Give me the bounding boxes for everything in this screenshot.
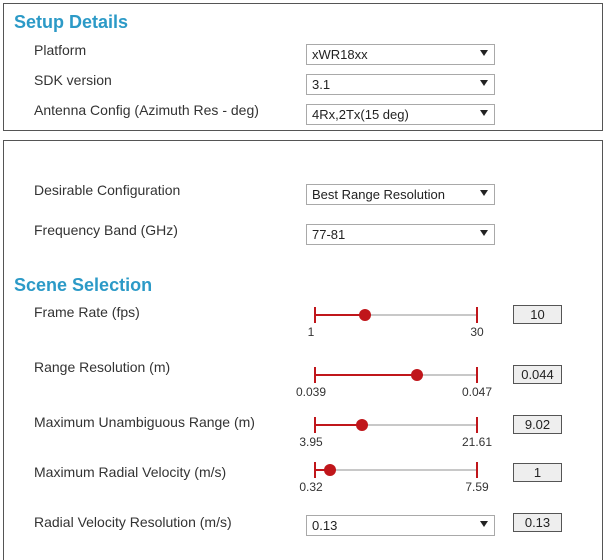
antenna-config-label: Antenna Config (Azimuth Res - deg) — [34, 102, 259, 118]
sdk-version-value: 3.1 — [312, 77, 331, 92]
frame-rate-min: 1 — [307, 325, 315, 339]
velocity-resolution-value: 0.13 — [513, 513, 562, 532]
range-resolution-slider[interactable] — [311, 367, 481, 383]
frame-rate-slider[interactable] — [311, 307, 481, 323]
slider-fill — [315, 424, 362, 426]
range-resolution-value: 0.044 — [513, 365, 562, 384]
max-range-slider[interactable] — [311, 417, 481, 433]
slider-min-tick — [314, 307, 316, 323]
frame-rate-value: 10 — [513, 305, 562, 324]
velocity-resolution-select[interactable]: 0.13 — [306, 515, 495, 536]
max-range-max: 21.61 — [461, 435, 493, 449]
slider-max-tick — [476, 307, 478, 323]
slider-min-tick — [314, 367, 316, 383]
max-range-value: 9.02 — [513, 415, 562, 434]
range-resolution-max: 0.047 — [461, 385, 493, 399]
velocity-resolution-select-value: 0.13 — [312, 518, 338, 533]
platform-select[interactable]: xWR18xx — [306, 44, 495, 65]
slider-thumb[interactable] — [323, 464, 336, 476]
platform-value: xWR18xx — [312, 47, 368, 62]
max-velocity-label: Maximum Radial Velocity (m/s) — [34, 464, 227, 480]
slider-track — [315, 469, 477, 471]
configuration-panel: Desirable Configuration Best Range Resol… — [3, 140, 603, 560]
setup-details-panel: Setup Details Platform xWR18xx SDK versi… — [3, 3, 603, 131]
chevron-down-icon — [480, 521, 488, 527]
sdk-version-label: SDK version — [34, 72, 112, 88]
desirable-config-select[interactable]: Best Range Resolution — [306, 184, 495, 205]
chevron-down-icon — [480, 50, 488, 56]
range-resolution-min: 0.039 — [295, 385, 327, 399]
slider-track — [315, 314, 477, 316]
slider-track — [315, 424, 477, 426]
desirable-config-label: Desirable Configuration — [34, 182, 181, 198]
max-range-min: 3.95 — [299, 435, 323, 449]
max-velocity-slider[interactable] — [311, 462, 481, 478]
frame-rate-max: 30 — [470, 325, 484, 339]
platform-label: Platform — [34, 42, 87, 58]
setup-details-title: Setup Details — [14, 12, 129, 32]
scene-selection-title: Scene Selection — [14, 275, 153, 295]
max-velocity-value: 1 — [513, 463, 562, 482]
chevron-down-icon — [480, 190, 488, 196]
max-velocity-min: 0.32 — [299, 480, 323, 494]
frequency-band-value: 77-81 — [312, 227, 346, 242]
antenna-config-select[interactable]: 4Rx,2Tx(15 deg) — [306, 104, 495, 125]
slider-fill — [315, 469, 330, 471]
range-resolution-label: Range Resolution (m) — [34, 359, 171, 375]
frame-rate-label: Frame Rate (fps) — [34, 304, 140, 320]
slider-min-tick — [314, 417, 316, 433]
max-velocity-max: 7.59 — [465, 480, 489, 494]
slider-max-tick — [476, 417, 478, 433]
slider-fill — [315, 374, 418, 376]
frequency-band-label: Frequency Band (GHz) — [34, 222, 178, 238]
max-range-label: Maximum Unambiguous Range (m) — [34, 414, 255, 430]
frequency-band-select[interactable]: 77-81 — [306, 224, 495, 245]
sdk-version-select[interactable]: 3.1 — [306, 74, 495, 95]
chevron-down-icon — [480, 110, 488, 116]
desirable-config-value: Best Range Resolution — [312, 187, 445, 202]
slider-thumb[interactable] — [355, 419, 368, 431]
slider-thumb[interactable] — [359, 309, 372, 321]
slider-thumb[interactable] — [411, 369, 424, 381]
slider-min-tick — [314, 462, 316, 478]
chevron-down-icon — [480, 80, 488, 86]
slider-max-tick — [476, 367, 478, 383]
chevron-down-icon — [480, 230, 488, 236]
slider-fill — [315, 314, 366, 316]
antenna-config-value: 4Rx,2Tx(15 deg) — [312, 107, 409, 122]
velocity-resolution-label: Radial Velocity Resolution (m/s) — [34, 514, 232, 530]
slider-max-tick — [476, 462, 478, 478]
